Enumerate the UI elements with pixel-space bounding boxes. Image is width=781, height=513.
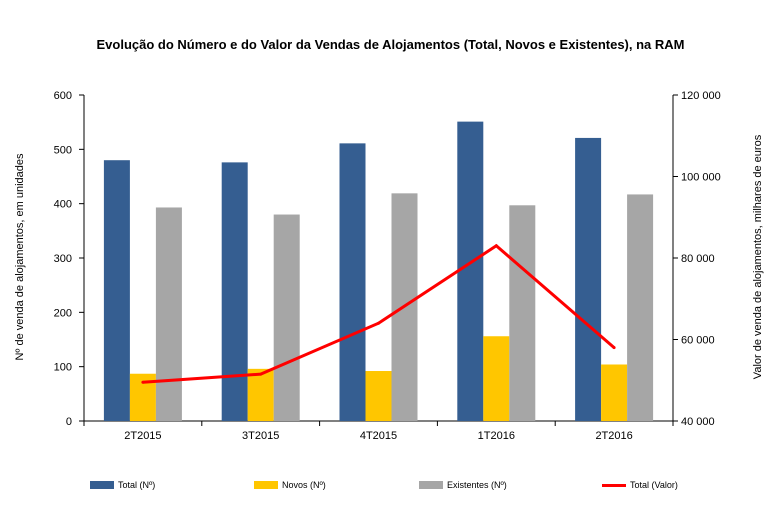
y-left-tick-label: 0 <box>66 416 72 428</box>
legend-item: Total (Nº) <box>90 480 155 490</box>
bar-total-n <box>103 160 130 421</box>
legend-item: Existentes (Nº) <box>419 480 507 490</box>
x-tick-label: 3T2015 <box>242 430 279 442</box>
bar-existentes-n <box>155 207 182 421</box>
x-tick-label: 4T2015 <box>360 430 397 442</box>
y-left-tick-label: 600 <box>54 90 72 102</box>
y-right-tick-label: 80 000 <box>681 253 715 265</box>
bar-existentes-n <box>627 194 654 421</box>
legend-label: Total (Nº) <box>118 480 156 490</box>
legend-swatch <box>419 481 443 489</box>
bar-total-n <box>221 162 248 421</box>
y-left-tick-label: 400 <box>54 199 72 211</box>
bar-existentes-n <box>509 205 536 421</box>
y-left-tick-label: 200 <box>54 307 72 319</box>
bar-novos-n <box>483 336 510 421</box>
line-point <box>612 346 616 350</box>
y-right-tick-label: 100 000 <box>681 172 721 184</box>
bar-total-n <box>339 143 366 421</box>
x-tick-label: 2T2015 <box>124 430 161 442</box>
line-total-valor <box>142 243 616 384</box>
bar-novos-n <box>365 371 392 421</box>
legend-swatch <box>254 481 278 489</box>
legend-item: Novos (Nº) <box>254 480 326 490</box>
legend: Total (Nº) Novos (Nº) Existentes (Nº) Total… <box>0 480 781 496</box>
line-point <box>141 380 145 384</box>
legend-item: Total (Valor) <box>602 480 678 490</box>
y-right-tick-label: 60 000 <box>681 335 715 347</box>
chart-title: Evolução do Número e do Valor da Vendas … <box>96 37 685 52</box>
line-point <box>259 372 263 376</box>
bar-existentes-n <box>273 214 300 421</box>
legend-label: Total (Valor) <box>630 480 678 490</box>
legend-swatch <box>602 483 626 487</box>
y-left-tick-label: 300 <box>54 253 72 265</box>
y-right-tick-label: 120 000 <box>681 90 721 102</box>
bar-novos-n <box>601 364 628 421</box>
y-right-tick-label: 40 000 <box>681 416 715 428</box>
bar-total-n <box>575 137 602 421</box>
line-point <box>494 244 498 248</box>
bar-novos-n <box>247 368 274 421</box>
legend-swatch <box>90 481 114 489</box>
x-tick-label: 2T2016 <box>595 430 632 442</box>
y-left-tick-label: 500 <box>54 144 72 156</box>
y-left-tick-label: 100 <box>54 362 72 374</box>
bar-total-n <box>457 121 484 421</box>
legend-label: Novos (Nº) <box>282 480 326 490</box>
line-point <box>377 321 380 325</box>
x-tick-label: 1T2016 <box>478 430 515 442</box>
legend-label: Existentes (Nº) <box>447 480 507 490</box>
